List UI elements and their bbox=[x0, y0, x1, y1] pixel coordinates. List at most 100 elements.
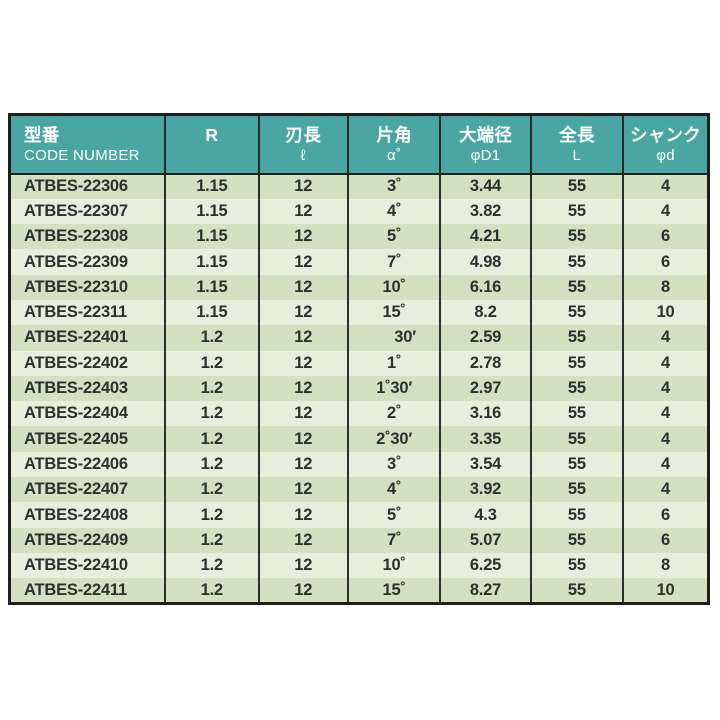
table-cell: 12 bbox=[258, 299, 349, 326]
code-cell: ATBES-22406 bbox=[9, 451, 167, 478]
table-cell: 3.82 bbox=[440, 198, 532, 225]
table-cell: 55 bbox=[530, 224, 625, 250]
column-header: 大端径 φD1 bbox=[440, 114, 532, 175]
header-subtitle: CODE NUMBER bbox=[24, 146, 140, 164]
table-cell: 4 bbox=[661, 177, 671, 196]
table-row: ATBES-22401 1.2 12 30′ 2.59 55 4 bbox=[9, 325, 709, 351]
code-cell: ATBES-22402 bbox=[9, 350, 167, 376]
table-row: ATBES-22307 1.15 12 4˚ 3.82 55 4 bbox=[9, 198, 709, 225]
table-cell: 1˚30′ bbox=[347, 375, 442, 402]
table-cell: 8 bbox=[661, 277, 671, 296]
table-cell: 1.2 bbox=[165, 477, 260, 503]
table-cell: 12 bbox=[258, 578, 349, 604]
table-cell: 55 bbox=[530, 249, 625, 275]
table-cell: 55 bbox=[530, 274, 625, 300]
table-cell: 1.2 bbox=[165, 502, 260, 528]
table-cell: 12 bbox=[258, 173, 349, 199]
table-cell: 12 bbox=[258, 451, 349, 478]
table-cell: 2.97 bbox=[440, 375, 532, 402]
table-cell: 6 bbox=[661, 227, 671, 246]
table-cell: 2.59 bbox=[440, 325, 532, 351]
table-cell: 3˚ bbox=[347, 173, 442, 199]
table-row: ATBES-22408 1.2 12 5˚ 4.3 55 6 bbox=[9, 502, 709, 528]
table-cell: 4.21 bbox=[440, 224, 532, 250]
table-cell: 7˚ bbox=[347, 249, 442, 275]
table-row: ATBES-22310 1.15 12 10˚ 6.16 55 8 bbox=[9, 274, 709, 300]
table-cell: 4.98 bbox=[440, 249, 532, 275]
code-cell: ATBES-22401 bbox=[9, 325, 167, 351]
code-cell: ATBES-22403 bbox=[9, 375, 167, 402]
code-cell: ATBES-22404 bbox=[9, 401, 167, 427]
code-cell: ATBES-22411 bbox=[9, 578, 167, 604]
table-cell: 55 bbox=[530, 578, 625, 604]
header-title: 大端径 bbox=[458, 124, 513, 145]
table-cell: 3.92 bbox=[440, 477, 532, 503]
table-cell: 10˚ bbox=[347, 274, 442, 300]
table-cell: 1.15 bbox=[165, 198, 260, 225]
table-cell: 55 bbox=[530, 198, 625, 225]
table-cell: 55 bbox=[530, 477, 625, 503]
table-cell: 12 bbox=[258, 350, 349, 376]
table-cell: 1˚ bbox=[347, 350, 442, 376]
header-title: 片角 bbox=[376, 124, 412, 145]
column-header: シャンク φd bbox=[623, 114, 709, 175]
table-cell: 12 bbox=[258, 477, 349, 503]
table-cell: 6 bbox=[661, 505, 671, 524]
table-cell: 1.15 bbox=[165, 299, 260, 326]
table-body: ATBES-22306 1.15 12 3˚ 3.44 55 4 ATBES-22307 1.1… bbox=[9, 173, 709, 604]
header-title: シャンク bbox=[630, 124, 701, 145]
header-subtitle bbox=[166, 147, 257, 164]
header-title: 刃長 bbox=[285, 124, 321, 145]
table-cell: 12 bbox=[258, 552, 349, 579]
table-cell: 55 bbox=[530, 299, 625, 326]
table-row: ATBES-22409 1.2 12 7˚ 5.07 55 6 bbox=[9, 527, 709, 553]
table-cell: 55 bbox=[530, 552, 625, 579]
header-subtitle: φD1 bbox=[470, 146, 501, 164]
spec-table: 型番 CODE NUMBER R 刃長 ℓ 片角 α˚ 大端径 φD1 全長 L シャンク φd ATB… bbox=[8, 113, 710, 606]
header-subtitle: ℓ bbox=[300, 146, 306, 164]
table-cell: 55 bbox=[530, 350, 625, 376]
table-cell: 55 bbox=[530, 173, 625, 199]
table-cell: 30′ bbox=[347, 325, 442, 351]
table-row: ATBES-22311 1.15 12 15˚ 8.2 55 10 bbox=[9, 299, 709, 326]
table-row: ATBES-22404 1.2 12 2˚ 3.16 55 4 bbox=[9, 401, 709, 427]
code-cell: ATBES-22308 bbox=[9, 224, 167, 250]
table-cell: 3.35 bbox=[440, 426, 532, 452]
table-cell: 1.2 bbox=[165, 350, 260, 376]
table-cell: 2˚30′ bbox=[347, 426, 442, 452]
table-cell: 12 bbox=[258, 325, 349, 351]
code-cell: ATBES-22409 bbox=[9, 527, 167, 553]
table-cell: 12 bbox=[258, 198, 349, 225]
table-cell: 10 bbox=[656, 303, 675, 322]
table-cell: 6.25 bbox=[440, 552, 532, 579]
table-cell: 5˚ bbox=[347, 502, 442, 528]
column-header: R bbox=[165, 114, 260, 175]
table-row: ATBES-22309 1.15 12 7˚ 4.98 55 6 bbox=[9, 249, 709, 275]
header-subtitle: α˚ bbox=[386, 146, 402, 164]
table-cell: 1.2 bbox=[165, 552, 260, 579]
code-cell: ATBES-22309 bbox=[9, 249, 167, 275]
table-cell: 6 bbox=[661, 530, 671, 549]
table-cell: 1.2 bbox=[165, 451, 260, 478]
header-title: 型番 bbox=[24, 124, 60, 145]
table-cell: 8.27 bbox=[440, 578, 532, 604]
table-row: ATBES-22410 1.2 12 10˚ 6.25 55 8 bbox=[9, 552, 709, 579]
table-cell: 1.15 bbox=[165, 173, 260, 199]
table-cell: 55 bbox=[530, 451, 625, 478]
table-cell: 55 bbox=[530, 325, 625, 351]
table-cell: 4 bbox=[661, 379, 671, 398]
table-cell: 3˚ bbox=[347, 451, 442, 478]
table-row: ATBES-22405 1.2 12 2˚30′ 3.35 55 4 bbox=[9, 426, 709, 452]
table-header-row: 型番 CODE NUMBER R 刃長 ℓ 片角 α˚ 大端径 φD1 全長 L シャンク φd bbox=[9, 114, 709, 175]
table-cell: 55 bbox=[530, 401, 625, 427]
table-cell: 8 bbox=[661, 556, 671, 575]
table-cell: 55 bbox=[530, 502, 625, 528]
table-row: ATBES-22402 1.2 12 1˚ 2.78 55 4 bbox=[9, 350, 709, 376]
table-cell: 1.2 bbox=[165, 426, 260, 452]
table-cell: 6.16 bbox=[440, 274, 532, 300]
table-cell: 3.54 bbox=[440, 451, 532, 478]
table-cell: 12 bbox=[258, 224, 349, 250]
table-cell: 4 bbox=[661, 480, 671, 499]
table-header: 型番 CODE NUMBER R 刃長 ℓ 片角 α˚ 大端径 φD1 全長 L シャンク φd bbox=[9, 114, 709, 175]
table-cell: 2˚ bbox=[347, 401, 442, 427]
